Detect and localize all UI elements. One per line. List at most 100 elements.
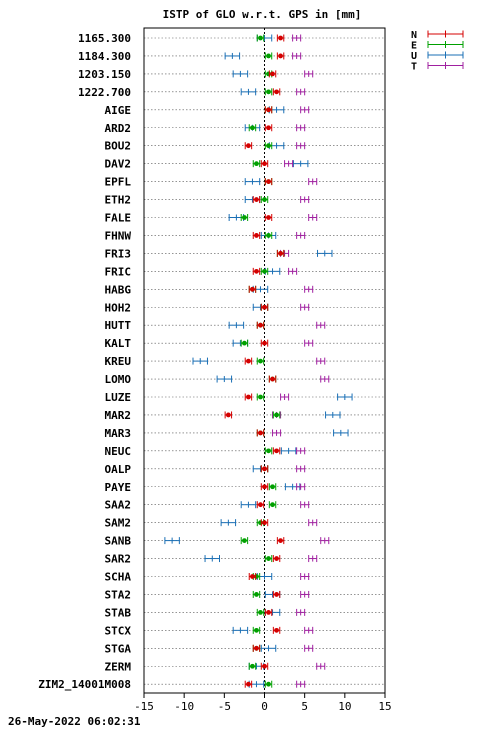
station-label: 1165.300	[78, 32, 131, 45]
series-e-point	[260, 267, 269, 275]
station-label: FRIC	[105, 265, 132, 278]
legend-label: E	[411, 41, 417, 52]
data-point	[262, 161, 267, 167]
series-n-point	[272, 590, 281, 598]
data-point	[266, 610, 271, 615]
series-e-point	[264, 231, 273, 239]
data-point	[262, 520, 267, 526]
station-label: HABG	[105, 283, 132, 296]
series-t-point	[296, 447, 306, 455]
data-point	[274, 448, 279, 454]
series-n-point	[252, 196, 261, 204]
station-label: HUTT	[105, 319, 132, 332]
station-label: AIGE	[105, 104, 132, 117]
data-point	[266, 215, 271, 220]
series-t-point	[292, 52, 302, 60]
data-point	[250, 286, 255, 292]
station-label: SANB	[105, 535, 132, 548]
series-t-point	[300, 196, 310, 204]
series-e-point	[264, 555, 273, 563]
series-e-point	[240, 339, 249, 347]
series-u-point	[232, 626, 249, 634]
data-point	[266, 53, 271, 59]
series-n-point	[260, 339, 269, 347]
series-u-point	[317, 249, 333, 257]
series-u-point	[244, 178, 261, 186]
data-point	[254, 197, 259, 202]
station-label: PAYE	[105, 481, 132, 494]
series-n-point	[276, 34, 285, 42]
station-label: SAM2	[105, 517, 132, 530]
series-e-point	[264, 52, 273, 60]
station-label: DAV2	[105, 158, 132, 171]
series-t-point	[308, 555, 318, 563]
station-label: KREU	[105, 355, 132, 368]
station-label: FHNW	[105, 229, 132, 242]
data-point	[254, 645, 259, 651]
series-e-point	[248, 662, 257, 670]
series-u-point	[192, 357, 208, 365]
data-point	[274, 89, 279, 95]
series-t-point	[300, 590, 310, 598]
station-label: EPFL	[105, 176, 132, 189]
series-u-point	[280, 447, 297, 455]
series-e-point	[264, 680, 273, 688]
data-point	[266, 179, 271, 185]
data-point	[270, 376, 275, 382]
series-n-point	[244, 680, 253, 688]
data-point	[266, 89, 271, 95]
footer-timestamp: 26-May-2022 06:02:31	[8, 715, 141, 728]
series-u-point	[228, 321, 245, 329]
series-n-point	[252, 267, 261, 275]
series-n-point	[276, 537, 285, 545]
x-tick-label: -15	[134, 700, 154, 713]
series-t-point	[296, 608, 306, 616]
series-t-point	[304, 339, 314, 347]
series-t-point	[296, 142, 306, 150]
series-n-point	[248, 573, 257, 580]
series-e-point	[256, 608, 265, 616]
station-label: SAR2	[105, 553, 132, 566]
series-t-point	[308, 178, 318, 186]
series-t-point	[300, 573, 310, 580]
data-point	[270, 484, 275, 490]
x-tick-label: -10	[174, 700, 194, 713]
data-point	[278, 53, 283, 59]
series-n-point	[272, 555, 281, 563]
series-t-point	[296, 231, 306, 239]
series-e-point	[256, 393, 265, 401]
data-point	[250, 125, 255, 131]
series-e-point	[252, 590, 261, 598]
station-label: LOMO	[105, 373, 132, 386]
data-point	[266, 681, 271, 687]
data-point	[254, 592, 259, 597]
x-tick-label: 5	[301, 700, 308, 713]
series-n-point	[260, 160, 269, 168]
station-label: LUZE	[105, 391, 132, 404]
data-point	[262, 268, 267, 274]
series-u-point	[204, 555, 221, 563]
station-label: ZIM2_14001M008	[38, 678, 131, 691]
data-point	[266, 233, 271, 238]
series-t-point	[304, 285, 314, 293]
data-marks	[164, 34, 353, 688]
data-point	[254, 627, 259, 633]
series-t-point	[296, 680, 306, 688]
series-t-point	[284, 160, 294, 168]
series-u-point	[333, 429, 349, 437]
station-label: SAA2	[105, 499, 132, 512]
data-point	[278, 251, 283, 256]
data-point	[225, 412, 231, 418]
data-point	[246, 143, 251, 149]
data-point	[266, 107, 271, 113]
series-t-point	[272, 429, 282, 437]
station-label: ETH2	[105, 194, 132, 207]
data-point	[278, 538, 283, 543]
series-t-point	[320, 537, 330, 545]
data-point	[262, 304, 267, 310]
series-e-point	[256, 34, 265, 42]
data-point	[266, 125, 271, 131]
series-n-point	[272, 447, 281, 455]
series-t-point	[308, 214, 318, 221]
station-label: ARD2	[105, 122, 132, 135]
